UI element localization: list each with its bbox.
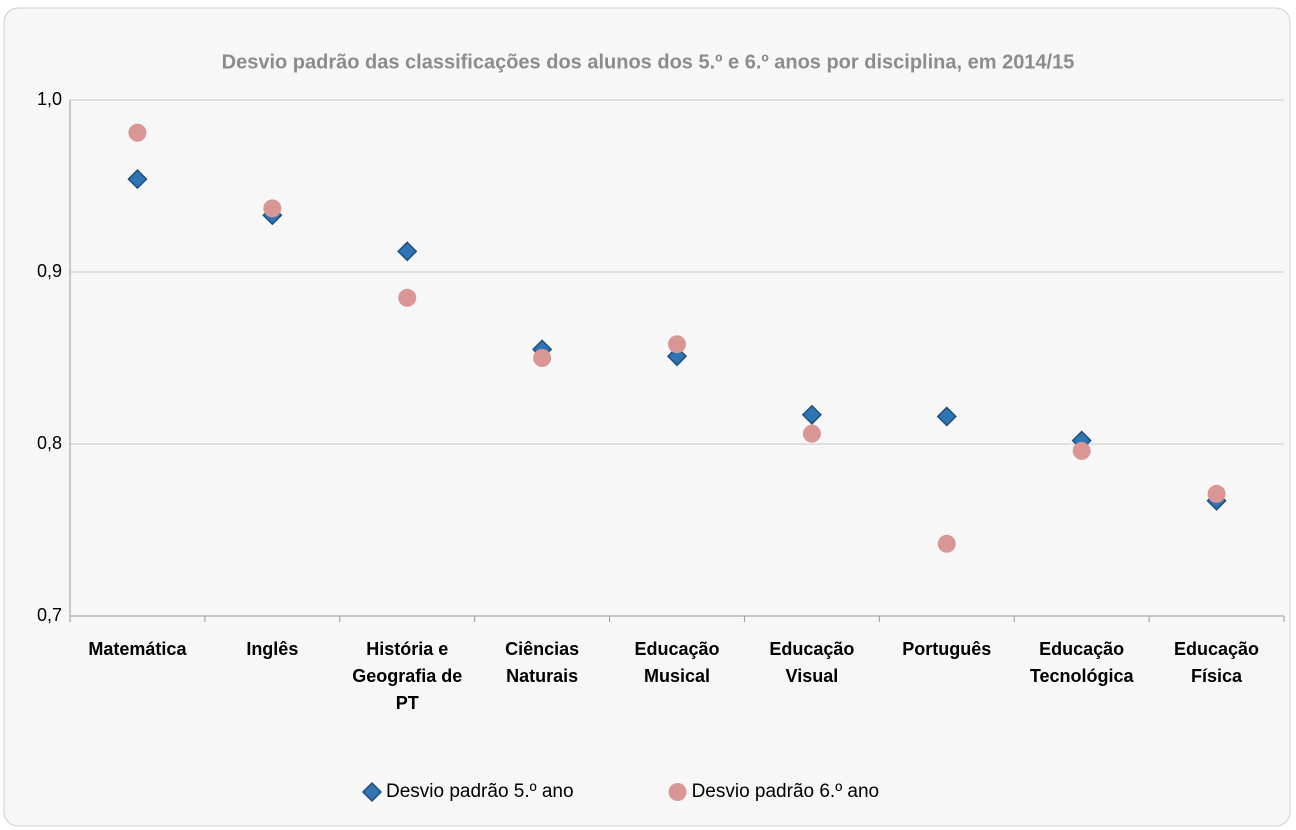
x-tick-label: Matemática [88, 639, 187, 659]
point [128, 123, 147, 142]
legend-label: Desvio padrão 6.º ano [692, 781, 880, 802]
legend-marker [361, 781, 383, 803]
x-tick-label: Educação Tecnológica [1029, 639, 1134, 686]
y-tick-label: 1,0 [37, 89, 62, 109]
point [1207, 484, 1226, 503]
y-tick-label: 0,7 [37, 605, 62, 625]
point [263, 199, 282, 218]
x-tick-label: Português [902, 639, 992, 659]
chart-title: Desvio padrão das classificações dos alu… [222, 51, 1075, 73]
point [937, 534, 956, 553]
point [397, 241, 418, 262]
x-tick-label: Educação Física [1174, 639, 1260, 686]
point [127, 169, 148, 190]
point [1072, 441, 1091, 460]
legend-marker [668, 783, 687, 801]
point [936, 406, 957, 427]
y-tick-label: 0,9 [37, 261, 62, 281]
x-tick-label: Inglês [246, 639, 299, 659]
x-tick-label: Educação Musical [634, 639, 720, 686]
point [801, 404, 822, 425]
legend-label: Desvio padrão 5.º ano [386, 781, 574, 802]
point [398, 288, 417, 307]
x-tick-label: História e Geografia de PT [352, 639, 463, 713]
x-tick-label: Educação Visual [769, 639, 855, 686]
x-tick-label: Ciências Naturais [505, 639, 580, 686]
y-tick-label: 0,8 [37, 433, 62, 453]
point [533, 349, 552, 367]
chart-frame [3, 7, 1291, 827]
point [668, 335, 686, 354]
point [802, 424, 821, 443]
